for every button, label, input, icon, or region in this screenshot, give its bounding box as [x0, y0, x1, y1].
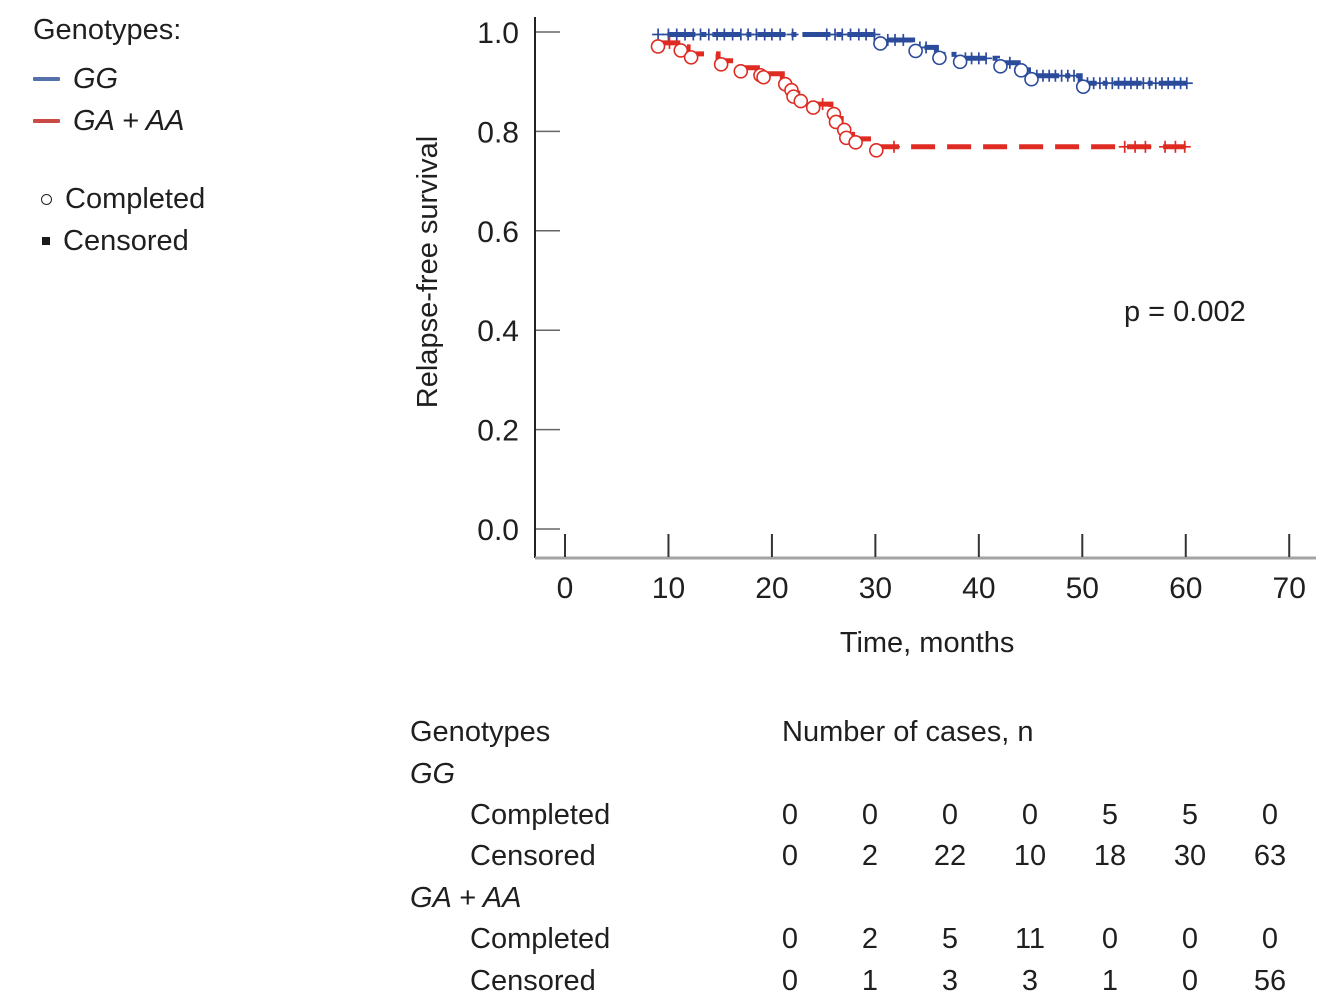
- cell: 0: [941, 798, 959, 831]
- cell: 3: [941, 964, 959, 997]
- cell: 1: [1101, 964, 1119, 997]
- completed-event-marker: [793, 93, 809, 109]
- y-tick-label: 0.0: [477, 514, 519, 547]
- cell: 22: [933, 840, 967, 873]
- x-tick-label: 10: [652, 572, 685, 605]
- cell: 2: [861, 840, 879, 873]
- legend-item-completed: Completed: [33, 182, 205, 216]
- cell: 63: [1253, 840, 1287, 873]
- completed-event-marker: [805, 100, 821, 115]
- completed-event-marker: [1024, 71, 1039, 87]
- legend-title: Genotypes:: [33, 14, 182, 46]
- cell: 0: [1181, 923, 1199, 956]
- cell: 0: [781, 923, 799, 956]
- p-value-annotation: p = 0.002: [1124, 296, 1246, 328]
- cell: 11: [1014, 923, 1046, 956]
- completed-event-marker: [650, 39, 666, 54]
- completed-event-marker: [952, 54, 968, 70]
- table-header-genotypes: Genotypes: [410, 716, 551, 749]
- completed-event-marker: [713, 57, 729, 72]
- cell: 0: [861, 798, 879, 831]
- completed-event-marker: [848, 135, 863, 150]
- legend-label-gg: GG: [73, 62, 119, 95]
- km-survival-chart: 0.0 0.2 0.4 0.6 0.8 1.0 0 10 20 30 40 50 60 70 Time, m…: [412, 17, 1316, 659]
- completed-event-marker: [932, 50, 947, 66]
- completed-marker-icon: [41, 193, 52, 205]
- y-tick-label: 0.8: [477, 116, 519, 149]
- y-tick-label: 0.4: [477, 315, 519, 348]
- y-tick-label: 0.2: [477, 415, 519, 448]
- completed-event-marker: [673, 43, 689, 58]
- table-group-row-ga-aa: GA + AA: [410, 878, 1320, 919]
- group-label-ga-aa: GA + AA: [410, 881, 522, 914]
- completed-event-marker: [1075, 79, 1091, 94]
- cell: 0: [1261, 798, 1279, 831]
- completed-event-marker: [873, 36, 888, 51]
- completed-event-marker: [869, 143, 884, 158]
- cell: 0: [1261, 923, 1279, 956]
- cell: 0: [781, 964, 799, 997]
- table-row-gg-completed: Completed 0 0 0 0 5 5 0: [410, 795, 1320, 836]
- completed-event-marker: [683, 50, 699, 65]
- x-tick-label: 30: [859, 572, 892, 605]
- row-label: Completed: [470, 923, 611, 956]
- cell: 5: [1181, 798, 1199, 831]
- legend-item-ga-aa: GA + AA: [33, 104, 184, 138]
- x-tick-label: 40: [962, 572, 995, 605]
- cell: 56: [1253, 964, 1287, 997]
- table-row-gg-censored: Censored 0 2 22 10 18 30 63: [410, 836, 1320, 877]
- cell: 5: [1101, 798, 1119, 831]
- x-tick-label: 70: [1273, 572, 1306, 605]
- row-label: Censored: [470, 840, 596, 873]
- completed-event-marker: [1013, 62, 1029, 78]
- cases-table: Genotypes Number of cases, n GG Complete…: [410, 712, 1320, 1002]
- cell: 1: [861, 964, 879, 997]
- legend-label-completed: Completed: [65, 182, 206, 215]
- cell: 0: [1021, 798, 1039, 831]
- chart-legend: Genotypes: GG GA + AA Completed Censored: [33, 14, 373, 274]
- y-tick-label: 1.0: [477, 17, 519, 50]
- x-tick-label: 0: [557, 572, 574, 605]
- x-tick-label: 60: [1169, 572, 1202, 605]
- cell: 0: [1181, 964, 1199, 997]
- table-row-ga-censored: Censored 0 1 3 3 1 0 56: [410, 960, 1320, 1001]
- legend-label-censored: Censored: [63, 224, 189, 257]
- row-label: Completed: [470, 798, 611, 831]
- table-group-row-gg: GG: [410, 753, 1320, 794]
- table-header-row: Genotypes Number of cases, n: [410, 712, 1320, 753]
- completed-event-marker: [756, 69, 771, 85]
- cell: 30: [1173, 840, 1207, 873]
- legend-label-ga-aa: GA + AA: [73, 104, 185, 137]
- cell: 5: [941, 923, 959, 956]
- survival-curve-ga-aa: [655, 40, 1186, 150]
- censored-marker-icon: [42, 237, 50, 245]
- x-tick-label: 50: [1066, 572, 1099, 605]
- row-label: Censored: [470, 964, 596, 997]
- gg-line-swatch-icon: [33, 77, 60, 81]
- cell: 3: [1021, 964, 1039, 997]
- x-axis-label: Time, months: [840, 627, 1015, 659]
- legend-item-gg: GG: [33, 62, 118, 96]
- completed-event-marker: [993, 59, 1008, 74]
- x-tick-label: 20: [755, 572, 788, 605]
- y-axis-label: Relapse-free survival: [412, 136, 444, 408]
- cell: 0: [1101, 923, 1119, 956]
- group-label-gg: GG: [410, 757, 456, 790]
- table-header-number-of-cases: Number of cases, n: [782, 716, 1034, 749]
- cell: 10: [1013, 840, 1047, 873]
- table-row-ga-completed: Completed 0 2 5 11 0 0 0: [410, 919, 1320, 960]
- completed-event-marker: [733, 63, 749, 79]
- cell: 2: [861, 923, 879, 956]
- cell: 0: [781, 798, 799, 831]
- cell: 18: [1093, 840, 1127, 873]
- cell: 0: [781, 840, 799, 873]
- legend-item-censored: Censored: [33, 224, 189, 258]
- ga-aa-line-swatch-icon: [33, 119, 60, 123]
- y-tick-label: 0.6: [477, 216, 519, 249]
- completed-event-marker: [908, 43, 923, 59]
